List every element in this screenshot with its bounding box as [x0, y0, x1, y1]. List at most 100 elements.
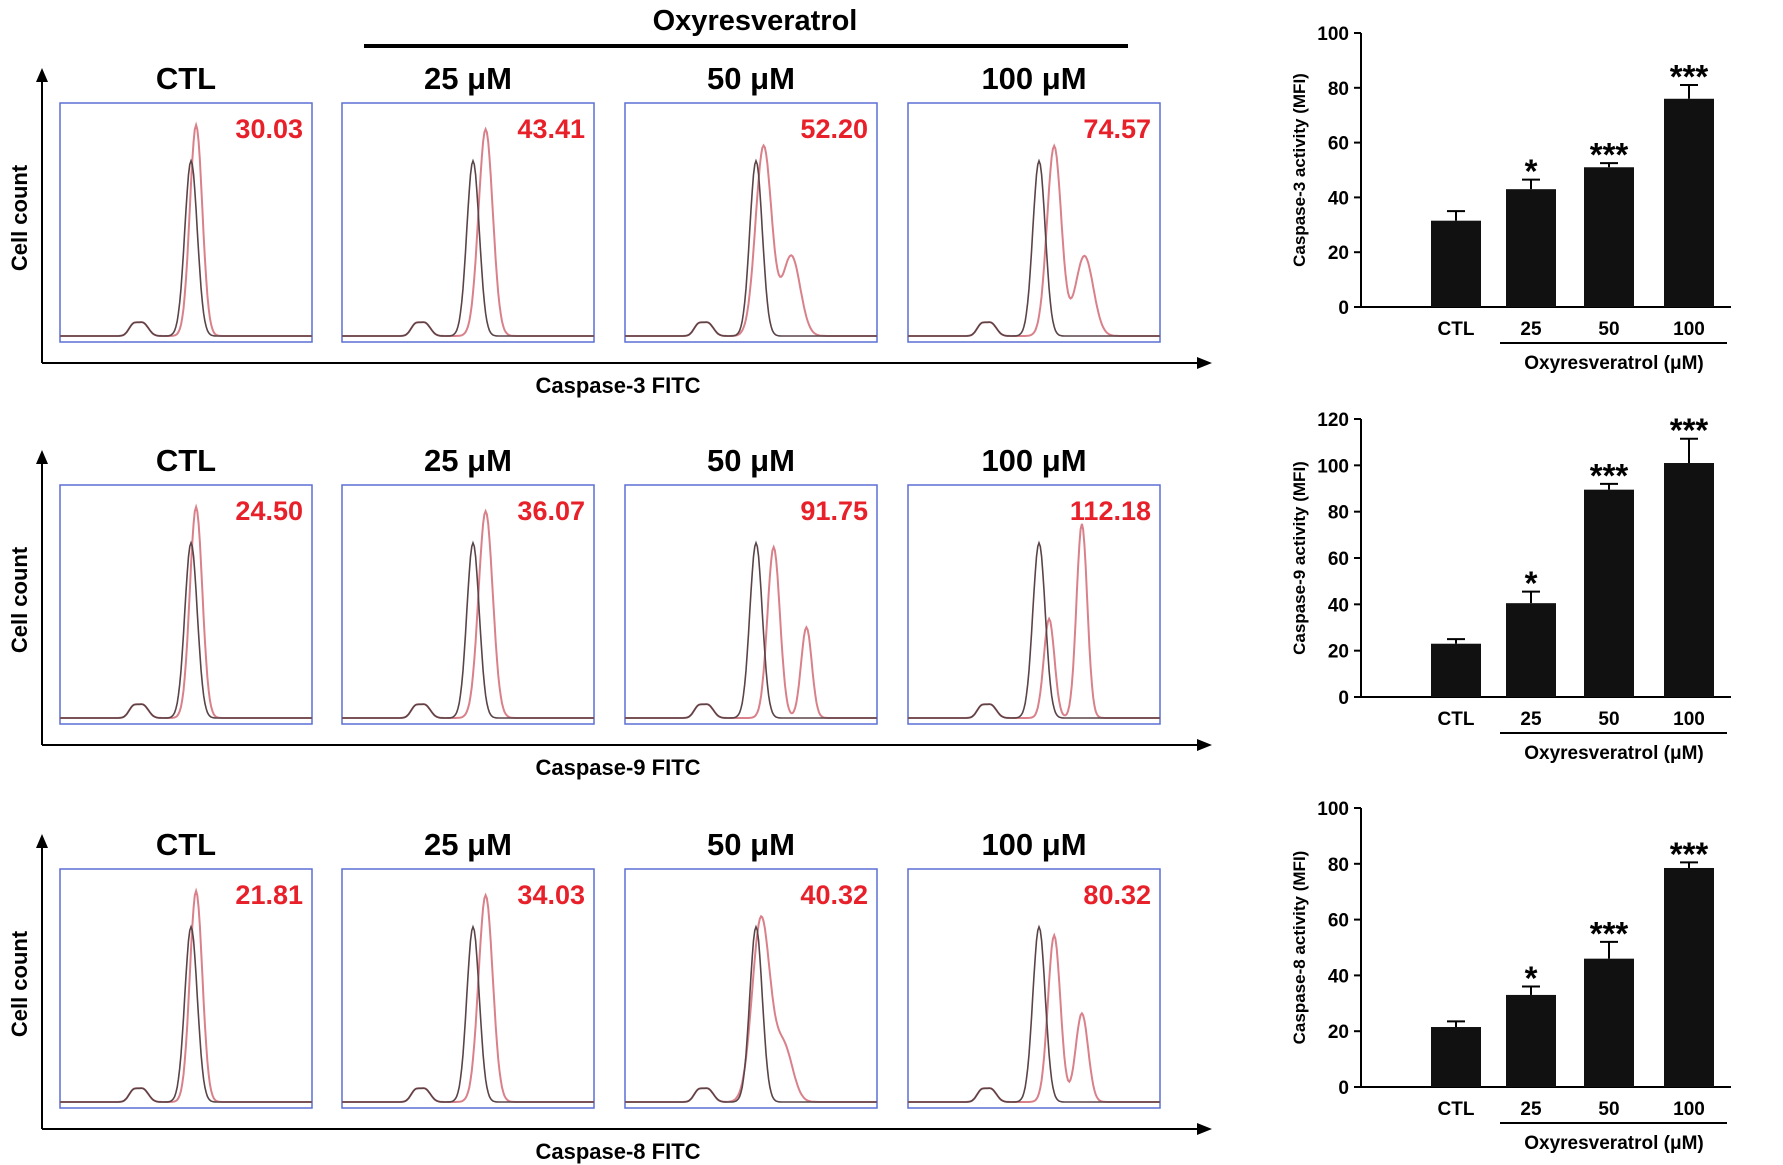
bar-charts: 0 20 40 60 80 100 Caspase-3 activity (MFI) CTL *… — [1290, 24, 1731, 1154]
histogram-panel: CTL 30.03 — [59, 61, 313, 343]
y-tick-label: 120 — [1317, 410, 1349, 431]
bar — [1431, 1027, 1481, 1087]
histogram-row: Cell count Caspase-3 FITC CTL 30.03 25 μM43.… — [7, 61, 1212, 398]
y-axis-arrow — [36, 68, 48, 82]
control-trace — [908, 158, 1160, 337]
histogram-row: Cell count Caspase-9 FITC CTL 24.50 25 μM36.… — [7, 443, 1212, 780]
panel-title: CTL — [156, 61, 216, 96]
control-trace — [342, 540, 594, 719]
x-tick-label: CTL — [1438, 1099, 1475, 1120]
y-axis-arrow — [36, 450, 48, 464]
y-tick-label: 20 — [1328, 243, 1349, 264]
y-axis-label: Cell count — [7, 546, 32, 653]
control-trace — [908, 924, 1160, 1103]
panel-title: 25 μM — [424, 827, 512, 862]
bar-chart: 0 20 40 60 80 100 Caspase-8 activity (MFI) CTL *… — [1290, 799, 1731, 1154]
mfi-value: 24.50 — [235, 496, 303, 526]
mfi-value: 34.03 — [517, 880, 585, 910]
panel-title: 100 μM — [981, 443, 1086, 478]
significance-mark: *** — [1670, 412, 1709, 449]
mfi-value: 91.75 — [800, 496, 868, 526]
y-tick-label: 0 — [1338, 1078, 1349, 1099]
x-tick-label: 100 — [1673, 319, 1705, 340]
panel-title: 50 μM — [707, 443, 795, 478]
x-tick-label: CTL — [1438, 709, 1475, 730]
panel-title: 25 μM — [424, 61, 512, 96]
treatment-label: Oxyresveratrol — [653, 5, 858, 37]
control-trace — [60, 158, 312, 337]
x-tick-label: 100 — [1673, 709, 1705, 730]
histogram-panel: CTL 24.50 — [59, 443, 313, 725]
mfi-value: 112.18 — [1070, 496, 1151, 526]
panel-title: 50 μM — [707, 61, 795, 96]
mfi-value: 74.57 — [1083, 114, 1151, 144]
x-tick-label: 100 — [1673, 1099, 1705, 1120]
y-tick-label: 60 — [1328, 911, 1349, 932]
control-trace — [342, 924, 594, 1103]
x-tick-label: 50 — [1598, 1099, 1619, 1120]
significance-mark: *** — [1590, 457, 1629, 494]
control-trace — [60, 540, 312, 719]
x-tick-label: CTL — [1438, 319, 1475, 340]
significance-mark: *** — [1670, 58, 1709, 95]
y-tick-label: 100 — [1317, 799, 1349, 820]
y-axis-arrow — [36, 834, 48, 848]
bar — [1431, 220, 1481, 307]
control-trace — [625, 924, 877, 1103]
y-tick-label: 100 — [1317, 24, 1349, 45]
bar — [1664, 867, 1714, 1087]
x-axis-label: Caspase-8 FITC — [535, 1139, 700, 1164]
mfi-value: 36.07 — [517, 496, 585, 526]
y-axis-label: Caspase-9 activity (MFI) — [1290, 461, 1309, 655]
y-axis-label: Cell count — [7, 164, 32, 271]
panel-title: 50 μM — [707, 827, 795, 862]
mfi-value: 80.32 — [1083, 880, 1151, 910]
y-tick-label: 40 — [1328, 188, 1349, 209]
y-tick-label: 40 — [1328, 595, 1349, 616]
control-trace — [625, 540, 877, 719]
x-axis-label: Oxyresveratrol (μM) — [1524, 353, 1704, 374]
bar-chart: 0 20 40 60 80 100 120 Caspase-9 activity (MFI) C… — [1290, 410, 1731, 764]
bar — [1506, 603, 1556, 697]
significance-mark: *** — [1590, 136, 1629, 173]
bar — [1584, 489, 1634, 697]
panel-title: 100 μM — [981, 827, 1086, 862]
bar — [1664, 98, 1714, 307]
significance-mark: * — [1525, 960, 1538, 997]
y-axis-label: Caspase-3 activity (MFI) — [1290, 73, 1309, 267]
y-tick-label: 80 — [1328, 503, 1349, 524]
significance-mark: *** — [1670, 835, 1709, 872]
bar — [1506, 994, 1556, 1087]
y-tick-label: 0 — [1338, 298, 1349, 319]
x-tick-label: 25 — [1520, 319, 1542, 340]
panel-title: CTL — [156, 827, 216, 862]
x-axis-label: Oxyresveratrol (μM) — [1524, 743, 1704, 764]
panel-title: 25 μM — [424, 443, 512, 478]
x-axis-arrow — [1197, 357, 1212, 369]
y-tick-label: 60 — [1328, 134, 1349, 155]
y-tick-label: 40 — [1328, 966, 1349, 987]
x-tick-label: 50 — [1598, 319, 1619, 340]
bar — [1584, 958, 1634, 1087]
mfi-value: 30.03 — [235, 114, 303, 144]
histogram-row: Cell count Caspase-8 FITC CTL 21.81 25 μM34.… — [7, 827, 1212, 1164]
x-axis-arrow — [1197, 739, 1212, 751]
panel-title: CTL — [156, 443, 216, 478]
y-tick-label: 80 — [1328, 855, 1349, 876]
histogram-panel: 100 μM 74.57 — [907, 61, 1161, 343]
control-trace — [908, 540, 1160, 719]
significance-mark: *** — [1590, 915, 1629, 952]
y-tick-label: 0 — [1338, 688, 1349, 709]
x-tick-label: 25 — [1520, 1099, 1542, 1120]
control-trace — [342, 158, 594, 337]
bar — [1431, 643, 1481, 697]
y-axis-label: Caspase-8 activity (MFI) — [1290, 851, 1309, 1045]
bar — [1664, 463, 1714, 697]
histogram-panel: 100 μM 80.32 — [907, 827, 1161, 1109]
y-axis-label: Cell count — [7, 930, 32, 1037]
